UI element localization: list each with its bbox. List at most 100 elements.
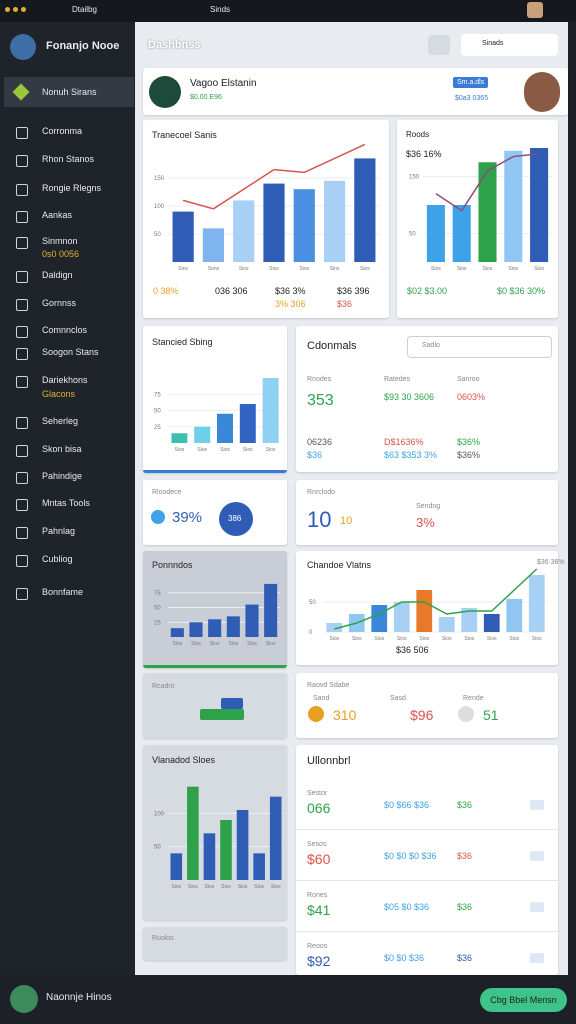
window-title: Sinds	[210, 5, 231, 14]
bar	[461, 608, 478, 632]
search-placeholder[interactable]: Sinads	[482, 40, 504, 47]
nav-icon	[16, 348, 28, 360]
metric-label: Sendng	[416, 503, 441, 510]
y-tick-label: 50	[409, 232, 416, 238]
bar	[203, 833, 216, 880]
nav-label[interactable]: Mntas Tools	[42, 498, 90, 508]
footer-button[interactable]: Cbg Bbel Mensn	[480, 988, 567, 1012]
nav-label[interactable]: Pahnlag	[42, 526, 76, 536]
x-tick-label: Sios	[464, 636, 474, 642]
nav-icon	[16, 271, 28, 283]
bar	[264, 583, 278, 637]
nav-label[interactable]: Glacons	[42, 389, 76, 399]
nav-icon	[16, 445, 28, 457]
y-tick-label: 0	[309, 630, 313, 636]
x-tick-label: Sons	[208, 266, 220, 272]
nav-label[interactable]: Daldign	[42, 270, 73, 280]
y-tick-label: 150	[154, 176, 165, 182]
badge[interactable]: Sm.a.dls	[453, 77, 489, 88]
profile-photo	[524, 72, 560, 112]
table-cell: $93 30 3606	[384, 392, 435, 402]
nav-label[interactable]: Skon bisa	[42, 444, 82, 454]
bar	[236, 810, 249, 880]
x-tick-label: Sios	[457, 266, 467, 272]
nav-label[interactable]: Gornnss	[42, 298, 77, 308]
nav-label[interactable]: Seherleg	[42, 416, 79, 426]
chart-title: Vlanadod Sloes	[152, 755, 216, 765]
nav-icon	[16, 237, 28, 249]
table-cell: 06236	[307, 437, 333, 447]
x-tick-label: Sios	[239, 266, 249, 272]
y-tick-label: 100	[154, 204, 165, 210]
bar	[504, 150, 523, 262]
list-arrow[interactable]	[530, 902, 544, 912]
list-value: 066	[307, 800, 331, 816]
badge-sub: $0a3 0365	[455, 95, 489, 102]
divider	[296, 829, 558, 830]
search-button[interactable]	[428, 35, 450, 55]
pill	[221, 698, 243, 709]
table-cell: 353	[307, 392, 334, 409]
list-mid: $0 $0 $0 $36	[384, 851, 437, 861]
x-tick-label: Sios	[419, 636, 429, 642]
table-cell: D$1636%	[384, 437, 424, 447]
nav-label[interactable]: Comnnclos	[42, 325, 88, 335]
nav-label[interactable]: Bonnfame	[42, 587, 84, 597]
nav-label[interactable]: Rongie Rlegns	[42, 183, 102, 193]
list-arrow[interactable]	[530, 851, 544, 861]
nav-label[interactable]: Cubliog	[42, 554, 73, 564]
trend-line	[334, 568, 538, 630]
bar	[293, 189, 315, 262]
summary-label: Rende	[463, 695, 484, 702]
list-value: $92	[307, 953, 331, 969]
window-dot	[13, 7, 18, 12]
bar	[194, 426, 211, 443]
list-arrow[interactable]	[530, 953, 544, 963]
table-search[interactable]	[407, 336, 552, 358]
title-bar	[0, 0, 576, 22]
app-name: Dtailbg	[72, 5, 97, 14]
nav-label[interactable]: Corronma	[42, 126, 83, 136]
chart-title: Ponnndos	[152, 560, 193, 570]
avatar[interactable]	[527, 2, 543, 18]
summary-title: Raovd Sdabe	[307, 682, 350, 689]
nav-icon	[16, 155, 28, 167]
nav-label[interactable]: 0s0 0056	[42, 249, 80, 259]
ring-dot	[151, 510, 165, 524]
x-tick-label: Sios	[442, 636, 452, 642]
list-arrow[interactable]	[530, 800, 544, 810]
sidebar	[0, 22, 134, 975]
nav-label[interactable]: Soogon Stans	[42, 347, 99, 357]
bar	[452, 205, 471, 262]
search-field[interactable]	[461, 34, 558, 56]
table-title: Cdonmals	[307, 340, 357, 352]
footer-avatar	[10, 985, 38, 1013]
nav-label[interactable]: Dariekhons	[42, 375, 88, 385]
nav-label[interactable]: Aankas	[42, 210, 73, 220]
x-tick-label: Sios	[191, 641, 201, 647]
metric-value: 3%	[416, 515, 435, 530]
bar	[233, 200, 255, 262]
page-title: Dashbnss	[148, 39, 201, 51]
nav-label[interactable]: Sinmnon	[42, 236, 78, 246]
ring-label: Rloodece	[152, 489, 182, 496]
y-tick-label: 25	[154, 425, 161, 431]
chart-title: Roods	[406, 130, 430, 139]
x-tick-label: Sios	[197, 447, 207, 453]
nav-label[interactable]: Nonuh Sirans	[42, 87, 97, 97]
chart-subtitle: $36 16%	[406, 149, 442, 159]
profile-logo	[149, 76, 181, 108]
stat: 3% 306	[275, 299, 306, 309]
list-value: $60	[307, 851, 331, 867]
stat: $0 $36 30%	[497, 286, 546, 296]
nav-label[interactable]: Rhon Stanos	[42, 154, 95, 164]
profile-name: Vagoo Elstanin	[190, 78, 257, 89]
x-tick-label: Sios	[271, 884, 281, 890]
nav-icon	[16, 184, 28, 196]
table-cell: $36	[307, 450, 323, 460]
nav-label[interactable]: Pahindige	[42, 471, 83, 481]
x-tick-label: Sios	[509, 636, 519, 642]
list-pct: $36	[457, 953, 473, 963]
bar	[478, 162, 497, 262]
table-search-text[interactable]: Sadlo	[422, 342, 440, 349]
